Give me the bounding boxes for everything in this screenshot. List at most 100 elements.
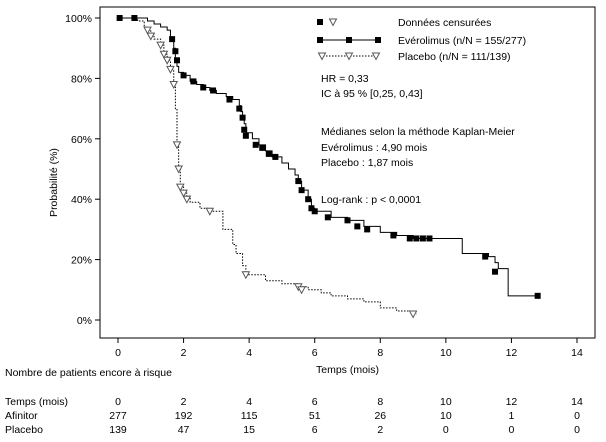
x-tick-label: 4 <box>246 347 252 359</box>
legend-entry-placebo: Placebo (n/N = 111/139) <box>398 51 511 63</box>
risk-cell: 0 <box>574 424 580 436</box>
censor-marker <box>180 72 187 79</box>
risk-row-label: Afinitor <box>5 410 38 422</box>
censor-marker <box>364 226 371 233</box>
risk-cell: 277 <box>109 410 127 422</box>
censor-marker <box>344 217 351 224</box>
censor-marker <box>408 310 418 319</box>
censor-marker <box>190 78 197 85</box>
annotation-text: Placebo : 1,87 mois <box>321 157 413 169</box>
series-everolimus <box>116 15 541 299</box>
censor-marker <box>413 235 420 242</box>
censor-marker <box>308 205 315 212</box>
risk-cell: 2 <box>377 424 384 436</box>
censor-marker <box>346 37 352 43</box>
risk-cell: 6 <box>311 424 318 436</box>
censor-marker <box>252 141 259 148</box>
censor-marker <box>328 18 338 27</box>
x-tick-label: 8 <box>377 347 383 359</box>
censor-marker <box>200 84 207 91</box>
censor-marker <box>143 26 152 35</box>
legend-entry-everolimus: Evérolimus (n/N = 155/277) <box>398 35 526 47</box>
annotation-text: Médianes selon la méthode Kaplan-Meier <box>321 126 515 138</box>
risk-cell: 139 <box>109 424 127 436</box>
y-tick-label: 20% <box>71 255 92 267</box>
censor-marker <box>172 48 179 55</box>
censor-marker <box>305 196 312 203</box>
risk-cell: 1 <box>508 410 515 422</box>
censor-marker <box>172 141 182 150</box>
series-layer <box>116 15 541 319</box>
censor-marker <box>159 50 169 59</box>
x-tick-label: 12 <box>506 347 518 359</box>
risk-row-label: Temps (mois) <box>5 396 69 408</box>
risk-cell: 0 <box>442 424 449 436</box>
risk-cell: 0 <box>574 410 580 422</box>
risk-cell: 51 <box>308 410 321 422</box>
risk-row-label: Placebo <box>5 424 43 436</box>
censor-marker <box>375 37 381 43</box>
risk-cell: 0 <box>508 424 515 436</box>
y-tick-label: 80% <box>71 73 92 85</box>
censor-marker <box>241 126 248 133</box>
censor-marker <box>297 286 306 295</box>
risk-cell: 10 <box>440 396 452 408</box>
censor-marker <box>317 19 323 25</box>
censor-marker <box>236 105 243 112</box>
plot-frame <box>99 6 596 339</box>
chart-annotations: HR = 0,33 IC à 95 % [0,25, 0,43] Médianes … <box>321 73 515 206</box>
risk-cell: 15 <box>243 424 255 436</box>
censor-marker <box>174 57 181 64</box>
censor-marker <box>311 208 318 215</box>
chart-axes: 0% 20% 40% 60% 80% 100% 0 2 4 6 8 10 12 14 Temps (mois… <box>48 6 596 376</box>
annotation-text: IC à 95 % [0,25, 0,43] <box>321 88 423 100</box>
x-axis-label: Temps (mois) <box>316 364 379 376</box>
risk-cell: 4 <box>246 396 253 408</box>
annotation-text: Log-rank : p < 0,0001 <box>321 194 421 206</box>
y-tick-label: 0% <box>77 315 92 327</box>
x-tick-label: 14 <box>571 347 583 359</box>
risk-cell: 192 <box>174 410 193 422</box>
censor-marker <box>241 271 251 280</box>
censor-marker <box>406 235 413 242</box>
censor-marker <box>146 32 156 41</box>
censor-marker <box>324 214 331 221</box>
risk-cell: 115 <box>240 410 258 422</box>
censor-marker <box>259 144 266 151</box>
y-tick-label: 100% <box>65 13 92 25</box>
risk-cell: 8 <box>377 396 384 408</box>
censor-marker <box>242 132 249 139</box>
risk-cell: 26 <box>374 410 387 422</box>
risk-cell: 0 <box>115 396 121 408</box>
censor-marker <box>482 253 489 260</box>
risk-table-title: Nombre de patients encore à risque <box>5 367 172 379</box>
annotation-text: Evérolimus : 4,90 mois <box>321 142 427 154</box>
censor-marker <box>298 187 305 194</box>
y-axis-label: Probabilité (%) <box>48 148 60 217</box>
censor-marker <box>156 41 165 50</box>
risk-cell: 14 <box>571 396 583 408</box>
legend-censored-label: Données censurées <box>398 17 491 29</box>
censor-marker <box>166 65 175 74</box>
risk-cell: 6 <box>311 396 318 408</box>
x-tick-label: 2 <box>181 347 187 359</box>
series-placebo <box>118 17 418 319</box>
censor-marker <box>174 165 183 174</box>
censor-marker <box>295 178 302 185</box>
x-tick-label: 10 <box>440 347 452 359</box>
censor-marker <box>390 232 397 239</box>
censor-marker <box>205 207 215 216</box>
censor-marker <box>182 195 192 204</box>
annotation-text: HR = 0,33 <box>321 73 369 85</box>
censor-marker <box>426 235 433 242</box>
censor-marker <box>116 15 123 21</box>
censor-marker <box>344 52 354 61</box>
censor-marker <box>239 114 246 121</box>
censor-marker <box>169 36 176 43</box>
risk-cell: 47 <box>177 424 190 436</box>
censor-marker <box>354 223 361 230</box>
censor-marker <box>169 80 179 89</box>
x-tick-label: 0 <box>115 347 121 359</box>
censor-marker <box>317 52 327 61</box>
